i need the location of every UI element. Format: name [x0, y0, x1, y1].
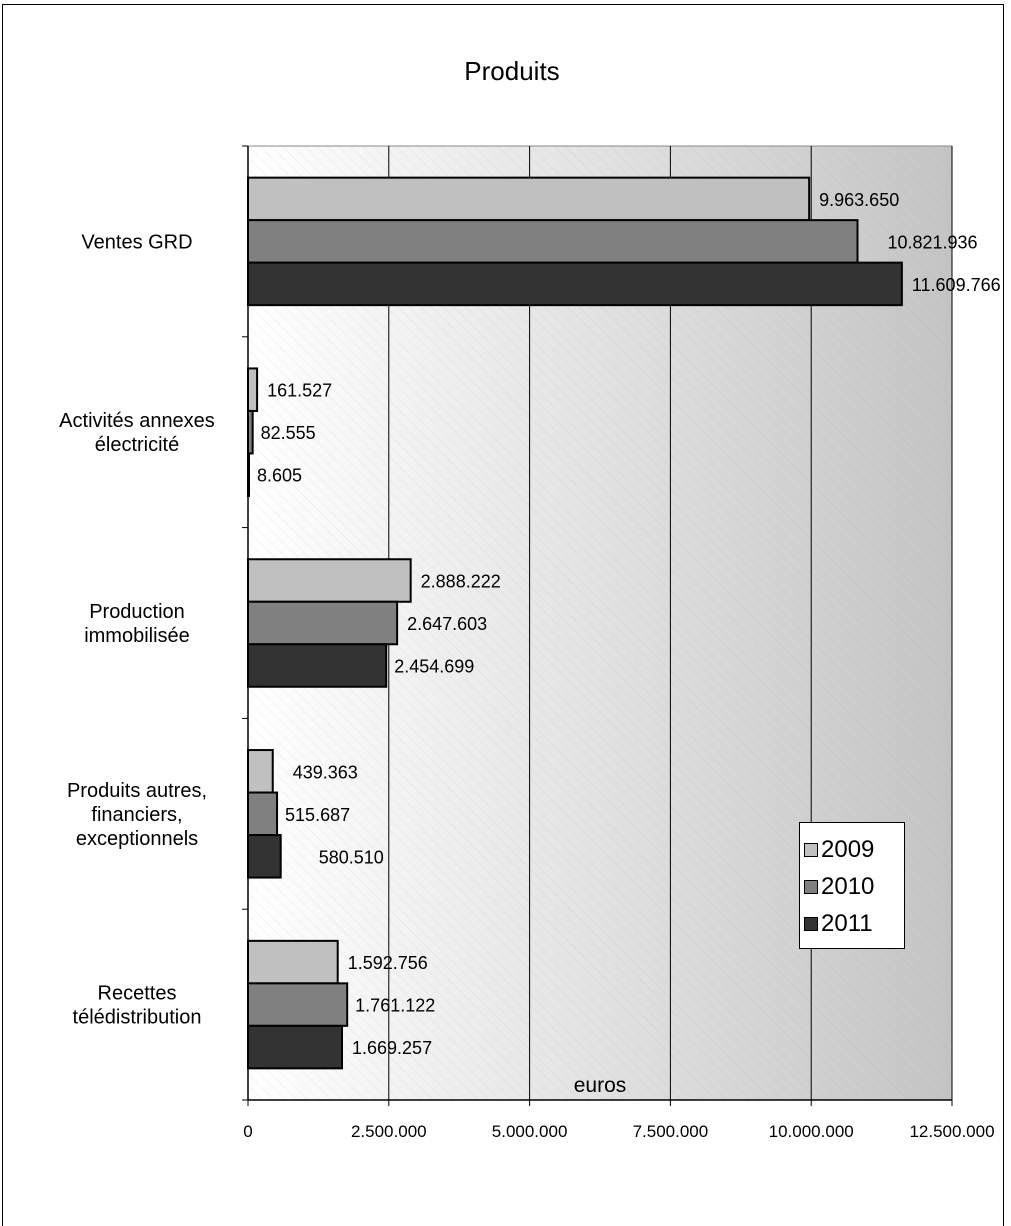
legend-item: 2011	[804, 905, 904, 942]
data-label: 161.527	[267, 381, 332, 401]
bar	[247, 939, 339, 985]
data-label: 1.592.756	[348, 953, 428, 973]
category-label: électricité	[95, 434, 179, 456]
category-label: exceptionnels	[76, 828, 198, 850]
data-label: 580.510	[319, 847, 384, 867]
category-label: télédistribution	[73, 1007, 202, 1029]
data-label: 8.605	[257, 466, 302, 486]
data-label: 1.761.122	[355, 996, 435, 1016]
x-axis-label: euros	[574, 1074, 627, 1097]
x-tick-label: 7.500.000	[633, 1122, 709, 1141]
bar	[247, 1024, 344, 1070]
category-label: immobilisée	[84, 625, 190, 647]
bar	[247, 452, 250, 497]
bar	[247, 600, 399, 646]
data-label: 9.963.650	[819, 190, 899, 210]
data-label: 82.555	[261, 423, 316, 443]
category-label: Activités annexes	[59, 410, 215, 432]
legend-label: 2010	[821, 872, 875, 900]
data-label: 10.821.936	[887, 232, 977, 252]
category-label: financiers,	[91, 804, 182, 826]
x-tick-label: 0	[243, 1122, 252, 1141]
bar	[247, 834, 282, 879]
chart-frame	[2, 4, 1004, 1226]
legend-label: 2011	[821, 909, 873, 937]
bar	[247, 982, 349, 1027]
x-tick-label: 2.500.000	[351, 1122, 427, 1141]
legend-swatch	[804, 916, 818, 931]
x-tick-label: 10.000.000	[769, 1122, 854, 1141]
legend-swatch	[804, 879, 818, 894]
bar	[247, 409, 254, 455]
chart-title: Produits	[464, 56, 559, 86]
bar	[247, 176, 811, 222]
bar	[247, 643, 388, 688]
data-label: 1.669.257	[352, 1038, 432, 1058]
data-label: 2.454.699	[394, 657, 474, 677]
legend-item: 2010	[804, 868, 904, 905]
category-label: Recettes	[98, 983, 177, 1005]
data-label: 515.687	[285, 805, 350, 825]
data-label: 11.609.766	[912, 275, 1001, 295]
data-label: 2.888.222	[421, 572, 501, 592]
bar	[247, 791, 279, 837]
category-label: Production	[89, 601, 185, 623]
category-label: Produits autres,	[67, 780, 207, 802]
bar	[247, 558, 412, 603]
data-label: 2.647.603	[407, 614, 487, 634]
data-label: 439.363	[293, 762, 358, 782]
legend: 2009 2010 2011	[799, 822, 905, 949]
bar	[247, 219, 859, 264]
bar	[247, 749, 274, 794]
legend-label: 2009	[821, 835, 875, 863]
legend-swatch	[804, 842, 818, 857]
x-tick-label: 12.500.000	[909, 1122, 994, 1141]
x-tick-label: 5.000.000	[492, 1122, 568, 1141]
bar	[247, 261, 903, 307]
category-label: Ventes GRD	[81, 231, 192, 253]
bar	[247, 367, 259, 412]
legend-item: 2009	[804, 831, 904, 868]
